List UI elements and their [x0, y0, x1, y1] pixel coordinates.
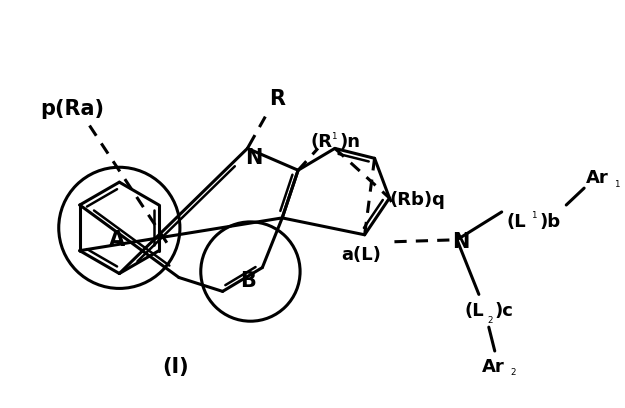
- Text: R: R: [269, 89, 285, 109]
- Text: )c: )c: [495, 302, 514, 320]
- Text: (I): (I): [162, 357, 189, 377]
- Text: $_1$: $_1$: [614, 177, 621, 190]
- Text: N: N: [452, 232, 469, 252]
- Text: )b: )b: [539, 213, 561, 231]
- Text: (Rb)q: (Rb)q: [389, 191, 446, 209]
- Text: Ar: Ar: [586, 169, 609, 187]
- Text: $_2$: $_2$: [509, 365, 516, 378]
- Text: (R: (R: [310, 133, 332, 151]
- Text: (L: (L: [507, 213, 526, 231]
- Text: p(Ra): p(Ra): [40, 99, 104, 119]
- Text: $_1$: $_1$: [531, 208, 538, 222]
- Text: $_1$: $_1$: [331, 129, 338, 142]
- Text: a(L): a(L): [342, 246, 381, 264]
- Text: N: N: [245, 149, 262, 169]
- Text: $_2$: $_2$: [487, 313, 494, 326]
- Text: )n: )n: [340, 133, 361, 151]
- Text: Ar: Ar: [482, 358, 504, 376]
- Text: (L: (L: [465, 302, 484, 320]
- Text: B: B: [241, 271, 256, 291]
- Text: A: A: [109, 230, 126, 250]
